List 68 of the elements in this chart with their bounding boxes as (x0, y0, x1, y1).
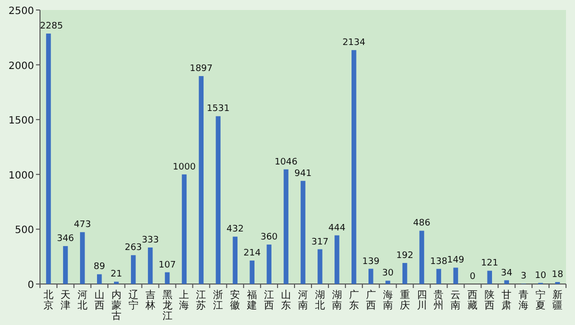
data-label: 473 (74, 220, 92, 230)
x-tick-label: 河北 (77, 289, 88, 312)
data-label: 333 (142, 236, 159, 246)
y-tick-label: 2500 (8, 6, 34, 17)
data-label: 1000 (172, 162, 196, 172)
data-label: 3 (520, 272, 526, 282)
data-label: 941 (294, 168, 312, 179)
y-tick-label: 2000 (8, 60, 34, 72)
data-label: 149 (447, 256, 465, 266)
x-tick-label: 山东 (281, 289, 292, 312)
x-tick-label: 广东 (348, 289, 359, 312)
x-tick-label: 西藏 (468, 290, 478, 312)
x-tick-label: 广西 (366, 289, 376, 312)
x-tick-label: 内蒙古 (111, 289, 122, 322)
data-label: 1531 (206, 104, 230, 114)
data-label: 360 (260, 232, 278, 243)
data-label: 18 (552, 270, 564, 280)
x-tick-label: 安徽 (230, 289, 240, 312)
data-label: 107 (158, 260, 176, 270)
x-tick-label: 河南 (298, 289, 308, 312)
data-label: 486 (413, 218, 431, 229)
data-label: 346 (56, 234, 74, 244)
data-label: 1046 (274, 157, 298, 168)
data-label: 214 (244, 248, 261, 259)
x-tick-label: 上海 (179, 289, 190, 312)
x-tick-label: 海南 (382, 289, 393, 312)
x-tick-label: 江苏 (196, 289, 206, 312)
data-label: 89 (94, 262, 106, 272)
y-tick-label: 1000 (8, 170, 34, 182)
data-label: 444 (328, 223, 346, 234)
x-tick-label: 湖南 (332, 289, 342, 312)
x-tick-label: 山西 (94, 289, 104, 312)
x-tick-label: 天津 (60, 290, 70, 312)
data-label: 0 (470, 272, 476, 282)
data-label: 2285 (40, 22, 63, 32)
x-tick-label: 新疆 (552, 289, 563, 312)
x-tick-label: 湖北 (314, 289, 325, 312)
data-label: 1897 (190, 64, 213, 74)
data-label: 30 (382, 268, 394, 279)
x-tick-label: 北京 (43, 289, 54, 312)
y-tick-label: 500 (14, 225, 34, 236)
data-label: 21 (110, 270, 122, 280)
x-tick-label: 甘肃 (502, 289, 512, 312)
y-tick-label: 0 (28, 280, 34, 291)
data-label: 192 (396, 250, 414, 261)
data-label: 432 (226, 224, 244, 235)
x-tick-label: 四川 (416, 290, 427, 312)
x-tick-label: 江西 (264, 289, 274, 312)
data-label: 2134 (342, 38, 366, 48)
x-tick-label: 宁夏 (536, 289, 546, 312)
x-tick-label: 福建 (246, 289, 258, 312)
y-tick-label: 1500 (8, 116, 34, 127)
x-tick-label: 吉林 (144, 289, 156, 312)
x-tick-label: 黑龙江 (162, 290, 172, 322)
x-tick-label: 陕西 (484, 289, 495, 312)
data-label: 139 (362, 256, 380, 267)
x-tick-label: 青海 (518, 289, 529, 312)
x-tick-label: 贵州 (434, 289, 444, 312)
data-label: 10 (534, 270, 547, 281)
data-label: 138 (430, 256, 448, 267)
data-label: 34 (500, 268, 513, 278)
x-tick-label: 辽宁 (128, 289, 138, 312)
data-label: 121 (481, 258, 498, 269)
data-label: 263 (124, 243, 142, 254)
x-tick-label: 浙江 (213, 289, 224, 312)
x-tick-label: 云南 (450, 290, 461, 312)
data-label: 317 (311, 237, 329, 248)
x-tick-label: 重庆 (400, 289, 410, 312)
